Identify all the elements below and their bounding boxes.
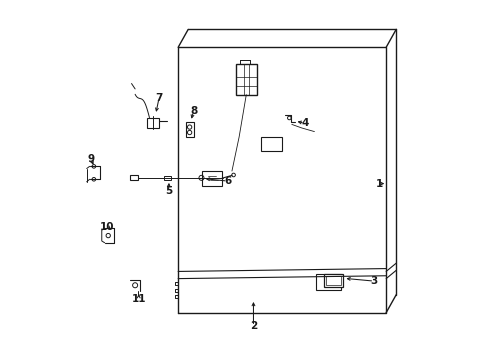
FancyBboxPatch shape xyxy=(130,175,138,180)
Text: 7: 7 xyxy=(155,93,163,103)
Text: 6: 6 xyxy=(224,176,231,186)
Text: 3: 3 xyxy=(370,276,377,286)
Text: 8: 8 xyxy=(189,106,197,116)
FancyBboxPatch shape xyxy=(164,176,170,180)
Text: 1: 1 xyxy=(375,179,382,189)
FancyBboxPatch shape xyxy=(235,64,256,95)
Text: 2: 2 xyxy=(249,321,257,331)
Text: 9: 9 xyxy=(87,154,94,164)
FancyBboxPatch shape xyxy=(202,171,222,186)
Text: 10: 10 xyxy=(100,222,115,231)
FancyBboxPatch shape xyxy=(261,137,281,151)
Text: 5: 5 xyxy=(164,186,172,197)
FancyBboxPatch shape xyxy=(325,276,340,285)
FancyBboxPatch shape xyxy=(185,122,193,137)
FancyBboxPatch shape xyxy=(147,118,159,128)
FancyBboxPatch shape xyxy=(316,274,341,290)
Text: 4: 4 xyxy=(301,118,308,128)
FancyBboxPatch shape xyxy=(323,274,343,287)
Text: 11: 11 xyxy=(131,294,145,304)
